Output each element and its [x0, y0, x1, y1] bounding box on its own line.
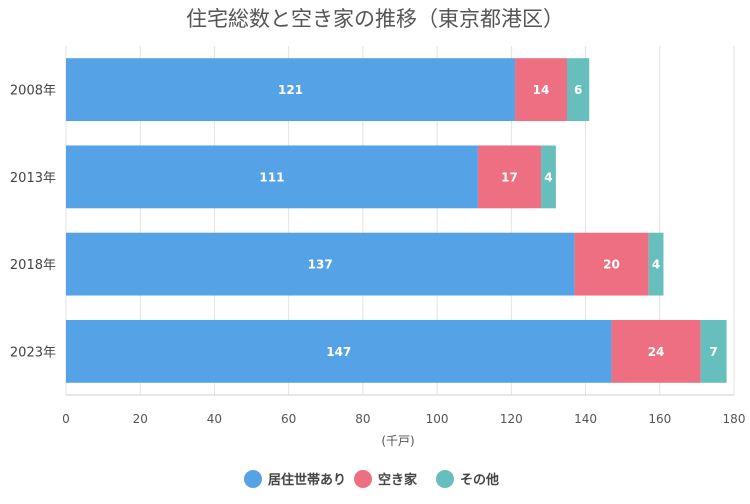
category-label: 2008年 — [10, 84, 56, 99]
bar-value-label: 111 — [259, 170, 284, 184]
bar-value-label: 17 — [501, 170, 518, 184]
x-tick-label: 180 — [723, 412, 746, 426]
x-tick-label: 140 — [574, 412, 597, 426]
bar-segment — [611, 319, 701, 383]
x-tick-label: 60 — [281, 412, 296, 426]
x-tick-label: 40 — [207, 412, 222, 426]
x-tick-label: 0 — [62, 412, 70, 426]
legend-item[interactable]: その他 — [436, 470, 499, 488]
legend-swatch — [354, 470, 372, 488]
category-label: 2018年 — [10, 258, 56, 273]
bar-value-label: 6 — [574, 83, 582, 97]
bar-segment — [66, 145, 478, 209]
bar-value-label: 4 — [652, 258, 660, 272]
bars: 121 14 6 111 17 4 137 20 4 147 24 7 — [66, 58, 727, 383]
legend-item[interactable]: 空き家 — [354, 470, 418, 488]
x-tick-label: 160 — [648, 412, 671, 426]
bar-segment — [567, 58, 590, 122]
x-tick-label: 80 — [355, 412, 370, 426]
bar-segment — [66, 232, 575, 296]
x-tick-label: 100 — [426, 412, 449, 426]
bar-segment — [648, 232, 664, 296]
category-labels: 2008年 2013年 2018年 2023年 — [10, 84, 56, 361]
bar-value-label: 7 — [709, 345, 717, 359]
bar-value-label: 147 — [326, 345, 351, 359]
legend: 居住世帯あり 空き家 その他 — [244, 470, 499, 488]
legend-item[interactable]: 居住世帯あり — [244, 470, 346, 488]
bar-segment — [477, 145, 542, 209]
bar-segment — [574, 232, 649, 296]
x-tick-label: 120 — [500, 412, 523, 426]
legend-label: その他 — [460, 472, 499, 488]
bar-segment — [541, 145, 556, 209]
bar-value-label: 20 — [603, 258, 620, 272]
bar-segment — [700, 319, 727, 383]
bar-segment — [515, 58, 567, 122]
legend-swatch — [244, 470, 262, 488]
bar-segment — [66, 319, 612, 383]
legend-swatch — [436, 470, 454, 488]
bar-value-label: 4 — [544, 170, 552, 184]
chart-title: 住宅総数と空き家の推移（東京都港区） — [186, 7, 564, 31]
legend-label: 居住世帯あり — [268, 472, 346, 488]
x-tick-labels: 0 20 40 60 80 100 120 140 160 180 — [62, 412, 745, 426]
category-label: 2013年 — [10, 171, 56, 186]
bar-segment — [66, 58, 516, 122]
bar-value-label: 121 — [278, 83, 303, 97]
category-label: 2023年 — [10, 345, 56, 360]
bar-value-label: 137 — [308, 258, 333, 272]
x-axis-label: (千戸) — [381, 434, 414, 448]
bar-value-label: 14 — [533, 83, 550, 97]
x-tick-label: 20 — [133, 412, 148, 426]
legend-label: 空き家 — [378, 472, 418, 488]
bar-value-label: 24 — [648, 345, 665, 359]
